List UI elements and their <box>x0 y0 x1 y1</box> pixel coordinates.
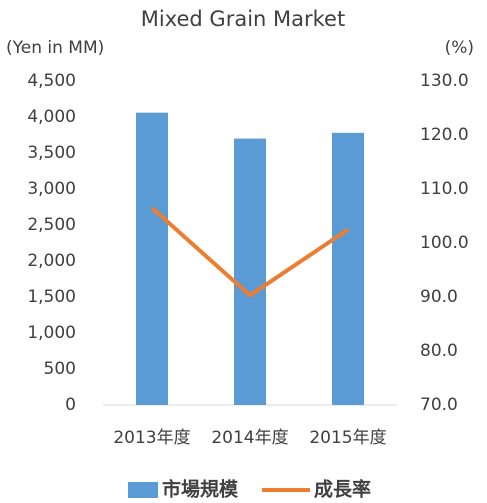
y2-tick-label: 130.0 <box>420 71 469 91</box>
y2-tick-label: 70.0 <box>420 395 458 415</box>
x-tick-label: 2013年度 <box>113 428 190 448</box>
y-tick-label: 1,000 <box>27 323 76 343</box>
y-tick-label: 2,000 <box>27 251 76 271</box>
y-tick-label: 4,500 <box>27 71 76 91</box>
y2-tick-label: 90.0 <box>420 287 458 307</box>
y2-tick-label: 110.0 <box>420 179 469 199</box>
y-tick-label: 3,000 <box>27 179 76 199</box>
y-axis-label: (Yen in MM) <box>6 38 104 58</box>
line <box>150 206 350 298</box>
y-tick-label: 500 <box>44 359 76 379</box>
y2-tick-label: 80.0 <box>420 341 458 361</box>
y-tick-label: 0 <box>65 395 76 415</box>
legend-label: 成長率 <box>314 478 371 501</box>
y-tick-label: 3,500 <box>27 143 76 163</box>
legend-swatch <box>128 482 158 498</box>
x-tick-label: 2014年度 <box>211 428 288 448</box>
bar <box>234 138 266 405</box>
legend-label: 市場規模 <box>162 478 239 501</box>
bar <box>136 112 168 406</box>
y2-axis-label: (%) <box>445 38 474 58</box>
x-tick-label: 2015年度 <box>309 428 386 448</box>
y2-tick-label: 120.0 <box>420 125 469 145</box>
y-tick-label: 1,500 <box>27 287 76 307</box>
bar <box>332 132 364 405</box>
y-tick-label: 4,000 <box>27 107 76 127</box>
y-tick-label: 2,500 <box>27 215 76 235</box>
chart-title: Mixed Grain Market <box>141 7 345 31</box>
y2-tick-label: 100.0 <box>420 233 469 253</box>
